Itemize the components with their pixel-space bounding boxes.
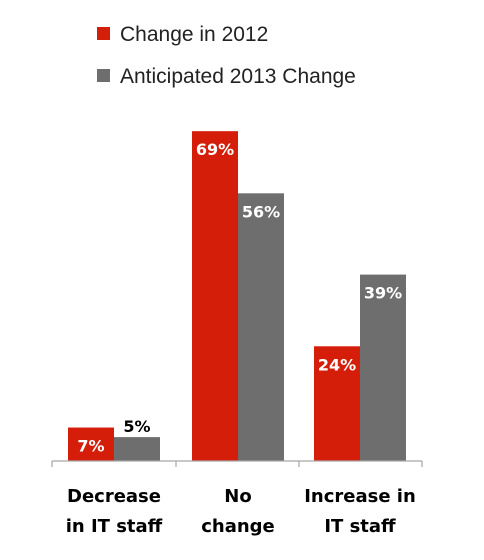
bar-series0-cat1 [192, 131, 238, 461]
chart-bars [68, 131, 406, 461]
category-label-0-line0: Decrease [67, 486, 161, 507]
category-label-2-line0: Increase in [304, 486, 416, 507]
bar-series0-cat0 [68, 427, 114, 461]
bar-series1-cat1 [238, 193, 284, 461]
chart-legend: Change in 2012 Anticipated 2013 Change [97, 23, 356, 88]
bar-series1-cat0 [114, 437, 160, 461]
category-label-2-line1: IT staff [324, 516, 396, 537]
chart-x-axis [51, 460, 423, 467]
category-label-0-line1: in IT staff [66, 516, 163, 537]
chart-data-labels: 7% 5% 69% 56% 24% 39% [77, 140, 402, 455]
legend-label-0: Change in 2012 [120, 23, 268, 46]
data-label-series1-cat0: 5% [123, 417, 150, 436]
bar-series1-cat2 [360, 274, 406, 461]
data-label-series1-cat2: 39% [364, 284, 402, 303]
data-label-series1-cat1: 56% [242, 202, 280, 221]
legend-label-1: Anticipated 2013 Change [120, 65, 356, 88]
bar-series0-cat2 [314, 346, 360, 461]
chart-category-labels: Decrease in IT staff No change Increase in IT… [66, 486, 416, 537]
data-label-series0-cat2: 24% [318, 355, 356, 374]
legend-swatch-0 [97, 27, 110, 40]
data-label-series0-cat1: 69% [196, 140, 234, 159]
legend-swatch-1 [97, 69, 110, 82]
category-label-1-line0: No [224, 486, 251, 507]
category-label-1-line1: change [201, 516, 275, 537]
data-label-series0-cat0: 7% [77, 437, 104, 456]
